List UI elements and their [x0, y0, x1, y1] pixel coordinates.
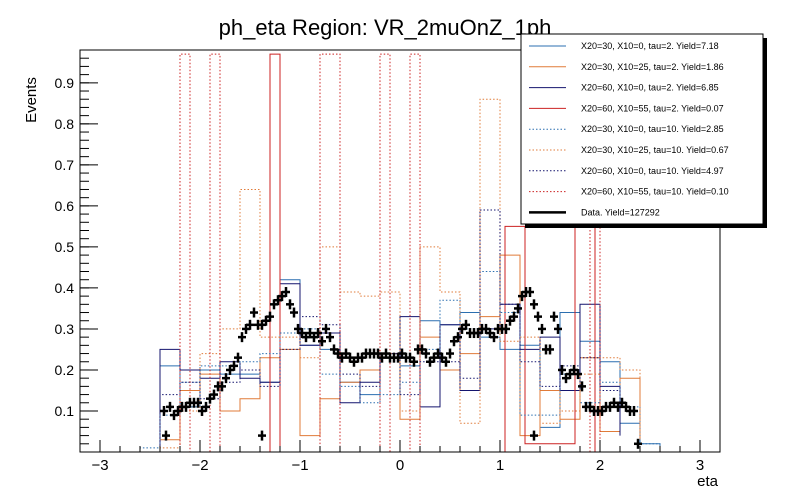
- axes: −3 −2 −1 0 1 2 3 0.1 0.2 0.3 0.4 0.5 0.6 0.7 0.8 0.9: [55, 57, 721, 474]
- data-point: [314, 328, 322, 339]
- legend-label: X20=60, X10=0, tau=10. Yield=4.97: [581, 166, 724, 176]
- data-point: [510, 311, 518, 322]
- data-point: [258, 430, 266, 441]
- data-point: [234, 352, 242, 363]
- data-point: [534, 311, 542, 322]
- plot-area: [139, 53, 661, 452]
- data-point: [634, 438, 642, 449]
- data-point: [318, 336, 326, 347]
- data-point: [250, 307, 258, 318]
- data-point: [210, 389, 218, 400]
- data-point: [266, 311, 274, 322]
- x-tick-label: 0: [396, 457, 404, 474]
- data-point: [194, 397, 202, 408]
- data-point: [218, 381, 226, 392]
- data-point: [462, 319, 470, 330]
- y-tick-label: 0.5: [55, 239, 75, 255]
- data-point: [490, 332, 498, 343]
- legend-label: X20=60, X10=0, tau=2. Yield=6.85: [581, 83, 719, 93]
- legend-label: X20=30, X10=25, tau=10. Yield=0.67: [581, 145, 729, 155]
- data-point: [530, 299, 538, 310]
- data-point: [502, 323, 510, 334]
- data-point: [574, 369, 582, 380]
- legend-label: X20=60, X10=55, tau=10. Yield=0.10: [581, 187, 729, 197]
- data-point: [514, 303, 522, 314]
- data-point: [230, 360, 238, 371]
- data-point: [246, 319, 254, 330]
- y-tick-label: 0.9: [55, 75, 75, 91]
- data-point: [202, 401, 210, 412]
- x-tick-label: 2: [596, 457, 604, 474]
- data-point: [166, 401, 174, 412]
- data-point: [410, 356, 418, 367]
- x-tick-label: 3: [696, 457, 704, 474]
- data-point: [446, 348, 454, 359]
- data-point: [538, 323, 546, 334]
- legend-label: X20=30, X10=0, tau=10. Yield=2.85: [581, 124, 724, 134]
- data-point: [326, 332, 334, 343]
- data-point: [558, 364, 566, 375]
- data-point: [550, 311, 558, 322]
- chart-title: ph_eta Region: VR_2muOnZ_1ph: [219, 15, 552, 40]
- data-point: [322, 323, 330, 334]
- y-tick-label: 0.6: [55, 198, 75, 214]
- legend: X20=30, X10=0, tau=2. Yield=7.18 X20=30, …: [520, 33, 767, 228]
- data-point: [546, 344, 554, 355]
- data-point: [554, 323, 562, 334]
- y-tick-label: 0.8: [55, 116, 75, 132]
- data-point: [442, 356, 450, 367]
- legend-label: X20=30, X10=0, tau=2. Yield=7.18: [581, 41, 719, 51]
- x-tick-label: −3: [91, 457, 108, 474]
- data-point: [162, 430, 170, 441]
- data-point: [526, 287, 534, 298]
- y-tick-label: 0.1: [55, 403, 75, 419]
- x-tick-label: −1: [291, 457, 308, 474]
- data-point: [422, 348, 430, 359]
- x-tick-label: 1: [496, 457, 504, 474]
- x-axis-label: eta: [697, 473, 719, 490]
- data-point: [454, 332, 462, 343]
- y-tick-label: 0.4: [55, 280, 75, 296]
- data-point: [290, 307, 298, 318]
- data-point: [282, 287, 290, 298]
- data-point: [222, 373, 230, 384]
- data-point: [238, 332, 246, 343]
- y-axis-label: Events: [23, 77, 40, 123]
- legend-label: Data. Yield=127292: [581, 207, 660, 217]
- data-point: [160, 405, 168, 416]
- series-7-histogram: [159, 209, 621, 452]
- legend-label: X20=30, X10=25, tau=2. Yield=1.86: [581, 62, 724, 72]
- legend-label: X20=60, X10=55, tau=2. Yield=0.07: [581, 103, 724, 113]
- data-point: [630, 405, 638, 416]
- x-tick-label: −2: [191, 457, 208, 474]
- y-tick-label: 0.3: [55, 321, 75, 337]
- data-point: [286, 299, 294, 310]
- y-tick-label: 0.7: [55, 157, 75, 173]
- data-point: [530, 430, 538, 441]
- y-tick-label: 0.2: [55, 362, 75, 378]
- series-6-histogram: [159, 98, 641, 452]
- data-point: [578, 381, 586, 392]
